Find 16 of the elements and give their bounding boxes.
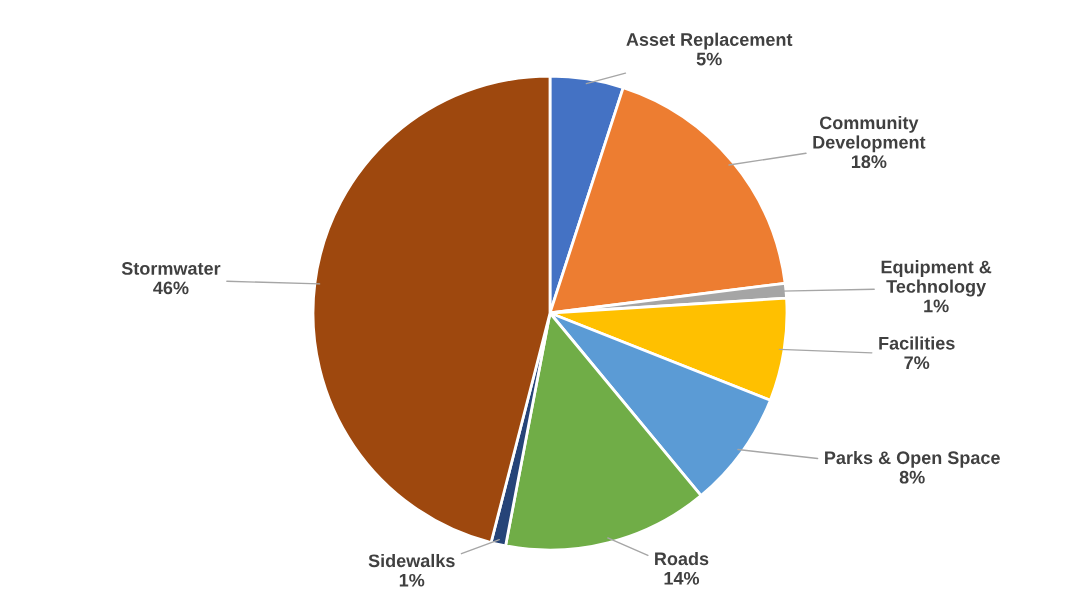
- data-label: 1%: [399, 573, 425, 587]
- slice-label: Parks & Open Space: [825, 450, 1000, 468]
- slice-label: Community Development: [813, 115, 926, 153]
- data-label: 1%: [924, 299, 949, 313]
- data-label: 46%: [153, 281, 189, 295]
- slice-label: Roads: [655, 551, 709, 566]
- slice-label: Equipment & Technology: [881, 260, 992, 297]
- data-label: 14%: [664, 571, 700, 585]
- data-label: 7%: [904, 356, 930, 370]
- data-label: 8%: [899, 470, 925, 484]
- slice-label: Asset Replacement: [626, 32, 793, 50]
- slice-label: Stormwater: [121, 262, 221, 275]
- slice-label: Facilities: [879, 336, 955, 350]
- data-label: 5%: [696, 52, 722, 66]
- slice-label: Sidewalks: [368, 553, 455, 568]
- data-label: 18%: [851, 155, 887, 169]
